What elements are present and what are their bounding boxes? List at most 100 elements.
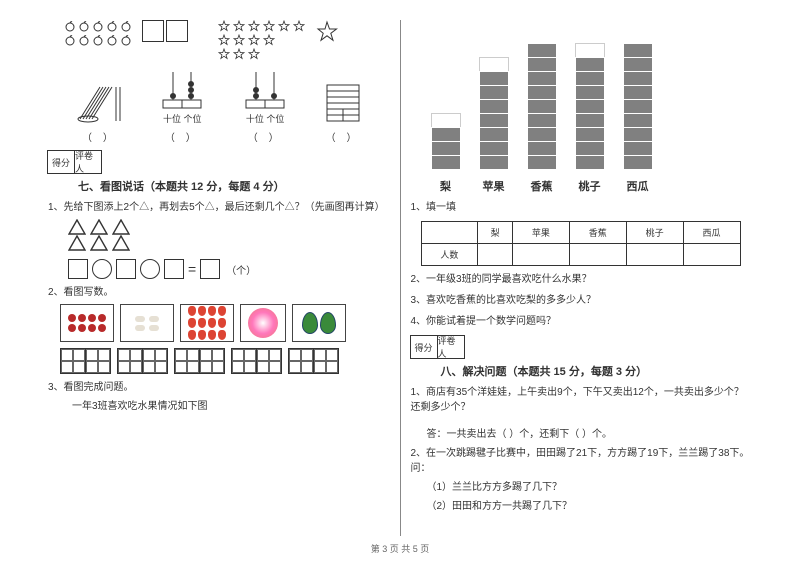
chart-label: 梨 <box>431 178 461 194</box>
fruit-card-row <box>60 304 390 342</box>
right-q3: 3、喜欢吃香蕉的比喜欢吃梨的多多少人？ <box>411 293 753 308</box>
paren: （ ） <box>165 129 200 144</box>
abacus-icon <box>240 66 290 110</box>
table-cell[interactable] <box>478 244 513 266</box>
table-rowhead: 人数 <box>421 244 478 266</box>
apples-group <box>64 20 188 46</box>
abacus2-box: 十位 个位 （ ） <box>240 66 290 144</box>
card-watermelon <box>292 304 346 342</box>
bar-梨 <box>431 113 461 170</box>
grid-2-boxes <box>142 20 188 42</box>
triangle-icon <box>68 219 86 235</box>
pencils-icon <box>74 81 124 125</box>
star-icon <box>233 34 245 46</box>
triangle-icon <box>68 235 86 251</box>
eq-unit: （个） <box>226 262 256 277</box>
p1: 1、商店有35个洋娃娃，上午卖出9个，下午又卖出12个，一共卖出多少个？还剩多少… <box>411 385 753 415</box>
apple-icon <box>106 20 118 32</box>
grid-pair[interactable] <box>231 348 282 374</box>
grid-pair[interactable] <box>174 348 225 374</box>
slot-square[interactable] <box>116 259 136 279</box>
page: （ ） 十位 个位 （ ） <box>0 0 800 540</box>
peach-icon <box>248 308 278 338</box>
table-cell[interactable] <box>512 244 569 266</box>
triangle-icon <box>112 219 130 235</box>
apple-icon <box>64 34 76 46</box>
apples-cluster <box>64 20 132 46</box>
right-q2: 2、一年级3班的同学最喜欢吃什么水果？ <box>411 272 753 287</box>
card-radish <box>120 304 174 342</box>
star-icon <box>233 48 245 60</box>
table-header: 桃子 <box>626 222 683 244</box>
triangle-icon <box>90 219 108 235</box>
star-icon <box>263 20 275 32</box>
chart-label: 香蕉 <box>527 178 557 194</box>
slot-circle[interactable] <box>140 259 160 279</box>
abacus1-box: 十位 个位 （ ） <box>157 66 207 144</box>
apple-icon <box>78 20 90 32</box>
grid-pair[interactable] <box>117 348 168 374</box>
table-cell[interactable] <box>626 244 683 266</box>
column-divider <box>400 20 401 536</box>
card-apple <box>60 304 114 342</box>
table-header: 苹果 <box>512 222 569 244</box>
table-header <box>421 222 478 244</box>
fruit-table: 梨苹果香蕉桃子西瓜 人数 <box>421 221 741 266</box>
paren: （ ） <box>326 129 361 144</box>
triangle-icon <box>90 235 108 251</box>
abacus-label: 十位 个位 <box>246 112 285 125</box>
q3-sub: 一年3班喜欢吃水果情况如下图 <box>72 399 390 414</box>
apple-icon <box>120 20 132 32</box>
equation-row: = （个） <box>68 259 390 279</box>
p2a: （1）兰兰比方方多踢了几下？ <box>427 480 753 495</box>
bar-桃子 <box>575 43 605 170</box>
q3-text: 3、看图完成问题。 <box>48 380 390 395</box>
bar-香蕉 <box>527 44 557 170</box>
grid-pair[interactable] <box>288 348 339 374</box>
fruit-bar-chart <box>431 20 753 170</box>
grid-pair[interactable] <box>60 348 111 374</box>
left-column: （ ） 十位 个位 （ ） <box>40 20 398 536</box>
grader-cell: 评卷人 <box>437 335 465 359</box>
apple-icon <box>78 34 90 46</box>
card-peach <box>240 304 286 342</box>
triangle-group <box>68 219 390 251</box>
star-row <box>218 34 305 46</box>
table-header: 香蕉 <box>569 222 626 244</box>
q1-text: 1、先给下图添上2个△，再划去5个△，最后还剩几个△？（先画图再计算） <box>48 200 390 215</box>
page-footer: 第 3 页 共 5 页 <box>0 540 800 555</box>
apple-icon <box>106 34 118 46</box>
star-icon <box>218 20 230 32</box>
table-cell[interactable] <box>569 244 626 266</box>
equals-sign: = <box>188 261 196 277</box>
apple-icon <box>92 34 104 46</box>
paren: （ ） <box>248 129 283 144</box>
slot-square[interactable] <box>164 259 184 279</box>
slot-circle[interactable] <box>92 259 112 279</box>
sheet-box: （ ） <box>323 81 363 144</box>
p2: 2、在一次跳踢毽子比赛中，田田踢了21下，方方踢了19下，兰兰踢了38下。问： <box>411 446 753 476</box>
slot-square[interactable] <box>68 259 88 279</box>
score-cell: 得分 <box>47 150 75 174</box>
apple-icon <box>92 20 104 32</box>
slot-square[interactable] <box>200 259 220 279</box>
star-icon <box>293 20 305 32</box>
bar-西瓜 <box>623 44 653 170</box>
star-icon <box>248 34 260 46</box>
star-row <box>218 20 305 32</box>
bar-苹果 <box>479 57 509 170</box>
object-row: （ ） 十位 个位 （ ） <box>48 66 390 144</box>
star-icon <box>218 48 230 60</box>
q2-text: 2、看图写数。 <box>48 285 390 300</box>
table-q1: 1、填一填 <box>411 200 753 215</box>
score-box: 得分 评卷人 <box>48 150 390 174</box>
grid-answer-row <box>60 348 390 374</box>
right-column: 梨苹果香蕉桃子西瓜 1、填一填 梨苹果香蕉桃子西瓜 人数 2、一年级3班的同学最… <box>403 20 761 536</box>
stars-group <box>218 20 339 60</box>
paren: （ ） <box>82 129 117 144</box>
table-cell[interactable] <box>683 244 740 266</box>
chart-label: 西瓜 <box>623 178 653 194</box>
card-strawberry <box>180 304 234 342</box>
melon-icon <box>320 312 336 334</box>
section7-title: 七、看图说话（本题共 12 分，每题 4 分） <box>78 178 390 194</box>
